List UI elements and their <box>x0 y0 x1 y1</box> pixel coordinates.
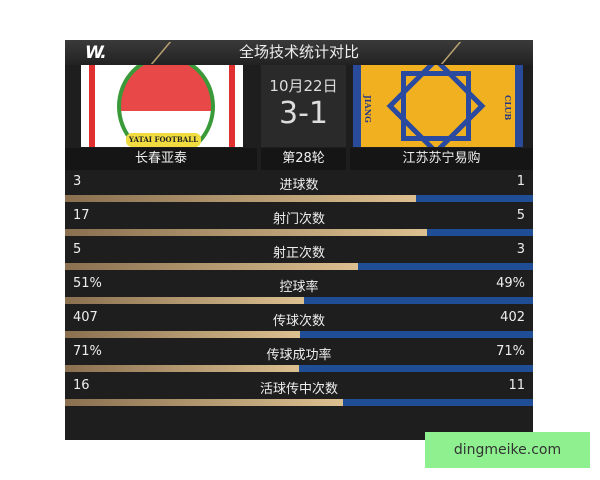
home-value: 17 <box>73 208 90 223</box>
brand-logo: W. <box>85 43 107 63</box>
stat-label: 活球传中次数 <box>259 382 338 397</box>
away-bar <box>65 263 533 270</box>
stat-label: 进球数 <box>279 178 319 193</box>
stat-row: 17 射门次数 5 <box>65 207 533 241</box>
home-team-name: 长春亚泰 <box>65 148 257 170</box>
home-value: 407 <box>73 310 98 325</box>
stats-panel: W. 全场技术统计对比 YATAI FOOTBALL 10月22日 3-1 JI… <box>65 40 533 440</box>
home-bar <box>65 229 427 236</box>
stat-label: 控球率 <box>279 280 319 295</box>
home-bar <box>65 331 301 338</box>
stat-row: 3 进球数 1 <box>65 173 533 207</box>
away-bar <box>65 229 533 236</box>
away-value: 71% <box>496 344 525 359</box>
home-value: 71% <box>73 344 102 359</box>
home-bar <box>65 399 343 406</box>
round-label: 第28轮 <box>261 148 346 170</box>
stat-row: 407 传球次数 402 <box>65 309 533 343</box>
stat-label: 传球成功率 <box>266 348 332 363</box>
home-value: 16 <box>73 378 90 393</box>
away-value: 5 <box>516 208 525 223</box>
stat-label: 传球次数 <box>272 314 325 329</box>
away-value: 402 <box>500 310 525 325</box>
home-value: 3 <box>73 174 82 189</box>
home-value: 5 <box>73 242 82 257</box>
home-bar <box>65 365 299 372</box>
away-bar <box>65 297 533 304</box>
home-value: 51% <box>73 276 102 291</box>
stat-row: 5 射正次数 3 <box>65 241 533 275</box>
decor-slash <box>150 42 172 64</box>
home-team-logo: YATAI FOOTBALL <box>81 65 243 147</box>
stat-row: 16 活球传中次数 11 <box>65 377 533 411</box>
match-date: 10月22日 <box>269 77 338 95</box>
away-value: 3 <box>516 242 525 257</box>
match-info: 10月22日 3-1 <box>261 65 346 147</box>
away-team-logo: JIANG CLUB <box>353 65 523 147</box>
home-bar <box>65 263 358 270</box>
page-title: 全场技术统计对比 <box>238 43 359 61</box>
stat-label: 射正次数 <box>272 246 325 261</box>
away-bar <box>65 331 533 338</box>
home-bar <box>65 297 304 304</box>
stat-row: 71% 传球成功率 71% <box>65 343 533 377</box>
match-score: 3-1 <box>279 96 328 131</box>
watermark: dingmeike.com <box>425 432 590 468</box>
stat-row: 51% 控球率 49% <box>65 275 533 309</box>
away-value: 11 <box>508 378 525 393</box>
home-bar <box>65 195 416 202</box>
decor-slash <box>440 42 462 64</box>
stat-label: 射门次数 <box>272 212 325 227</box>
away-value: 49% <box>496 276 525 291</box>
header: W. 全场技术统计对比 <box>65 40 533 65</box>
away-bar <box>65 195 533 202</box>
away-bar <box>65 399 533 406</box>
away-value: 1 <box>516 174 525 189</box>
away-bar <box>65 365 533 372</box>
away-team-name: 江苏苏宁易购 <box>350 148 533 170</box>
